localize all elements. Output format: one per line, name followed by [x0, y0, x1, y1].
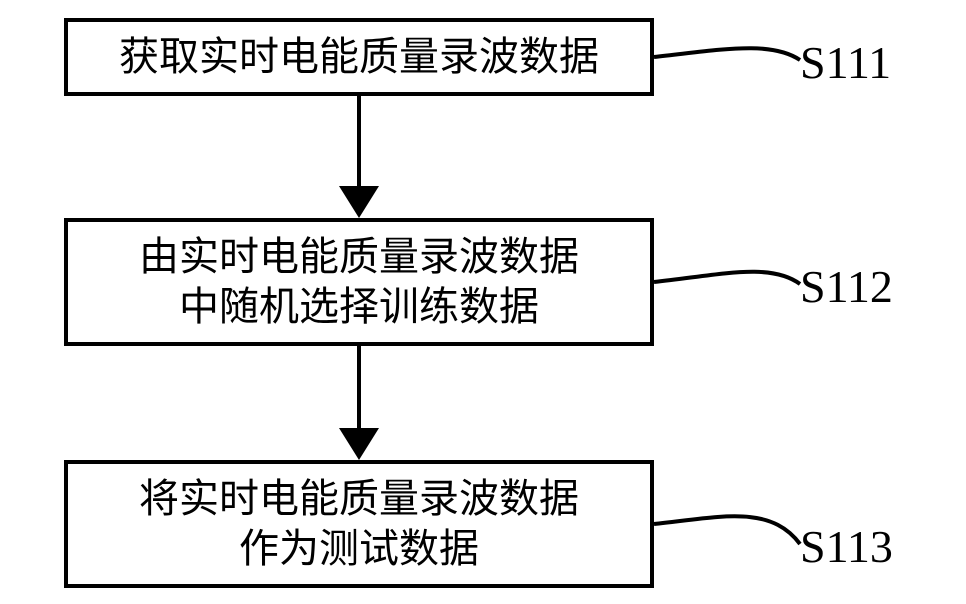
flow-node-s113: 将实时电能质量录波数据 作为测试数据	[64, 460, 654, 588]
flow-node-s113-text: 将实时电能质量录波数据 作为测试数据	[139, 474, 579, 574]
step-label-s113: S113	[800, 520, 893, 573]
flow-node-s112-text: 由实时电能质量录波数据 中随机选择训练数据	[139, 232, 579, 332]
flow-node-s112: 由实时电能质量录波数据 中随机选择训练数据	[64, 218, 654, 346]
flow-node-s111: 获取实时电能质量录波数据	[64, 18, 654, 96]
flow-node-s111-text: 获取实时电能质量录波数据	[119, 32, 599, 82]
connector-s111	[654, 48, 800, 60]
step-label-s111: S111	[800, 36, 891, 89]
connector-s113	[654, 516, 800, 544]
step-label-s113-text: S113	[800, 521, 893, 572]
step-label-s111-text: S111	[800, 37, 891, 88]
flowchart-canvas: 获取实时电能质量录波数据 由实时电能质量录波数据 中随机选择训练数据 将实时电能…	[0, 0, 966, 604]
step-label-s112-text: S112	[800, 261, 893, 312]
step-label-s112: S112	[800, 260, 893, 313]
connector-s112	[654, 272, 800, 284]
